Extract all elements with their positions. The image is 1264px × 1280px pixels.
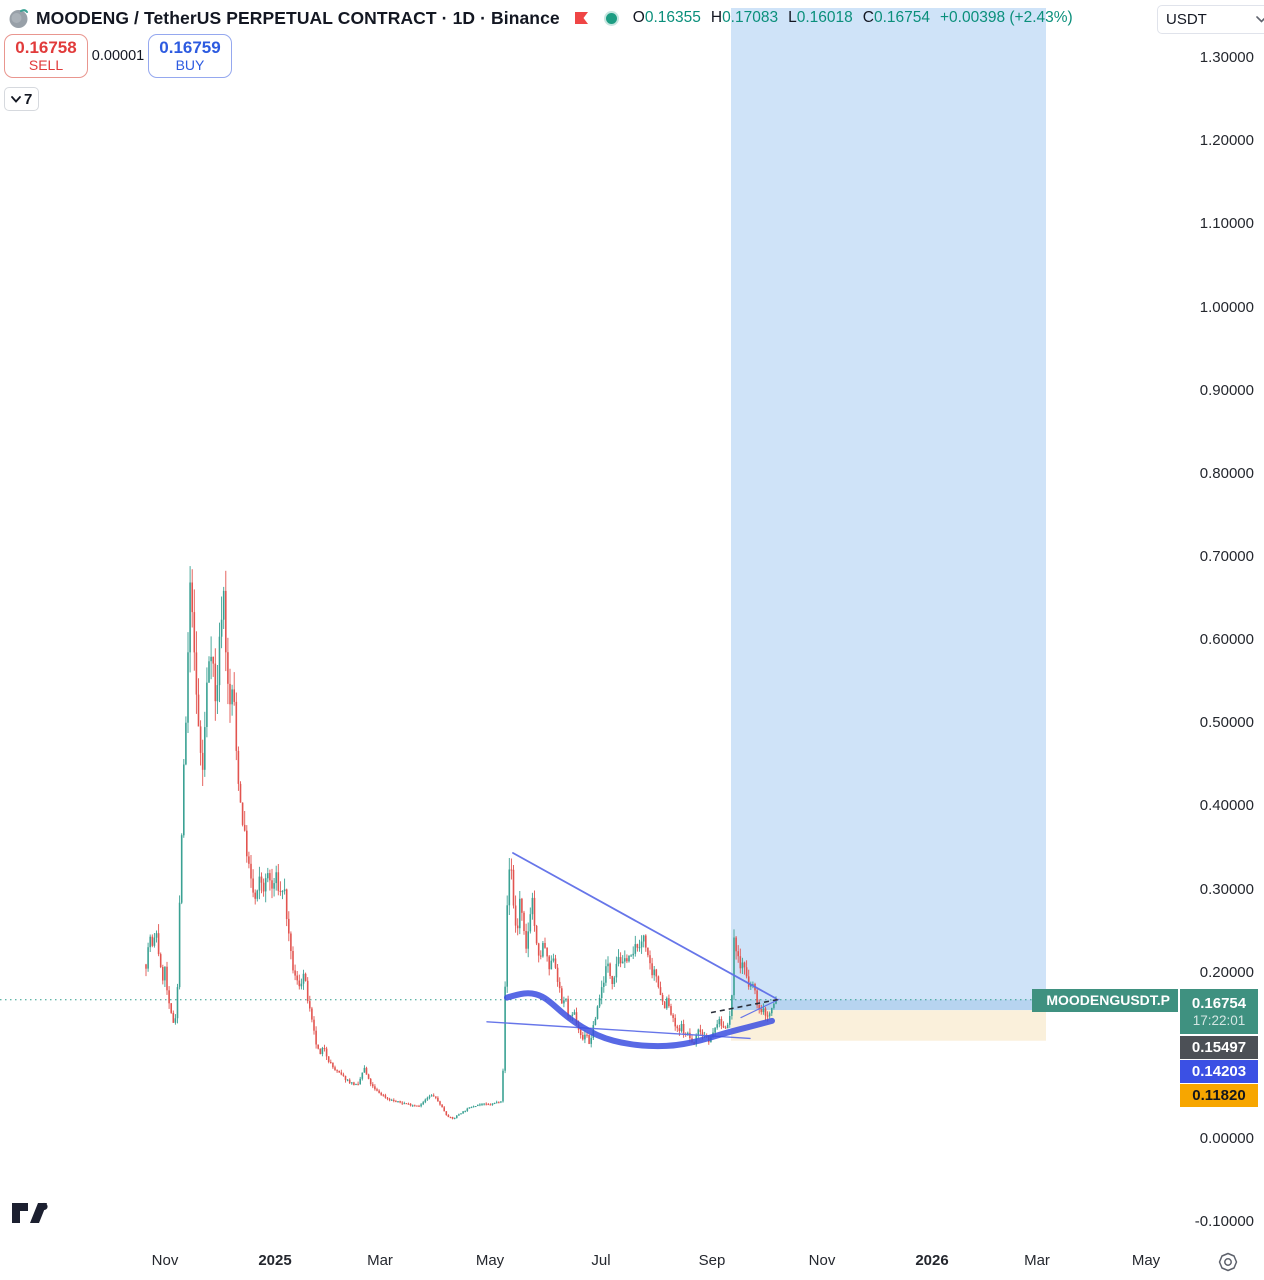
ohlc-readout: O0.16355 H0.17083 L0.16018 C0.16754 +0.0…: [633, 9, 1073, 27]
price-chart[interactable]: [0, 0, 1264, 1240]
change-readout: +0.00398 (+2.43%): [939, 9, 1073, 26]
projection-band: [731, 8, 1046, 1011]
entry-strip: [731, 999, 1046, 1011]
price-axis-tick: 0.00000: [1199, 1130, 1254, 1147]
price-axis-tick: 0.30000: [1199, 880, 1254, 898]
market-status-icon: [605, 12, 617, 24]
time-axis-tick: Sep: [698, 1252, 726, 1269]
sell-button[interactable]: 0.16758 SELL: [4, 34, 88, 78]
price-axis-tick: 0.50000: [1199, 714, 1254, 732]
symbol-header: MOODENG / TetherUS PERPETUAL CONTRACT · …: [8, 5, 1073, 31]
currency-dropdown[interactable]: USDT: [1157, 5, 1264, 34]
level-price-tag: 0.14203: [1180, 1060, 1258, 1083]
buy-button[interactable]: 0.16759 BUY: [148, 34, 232, 78]
flag-icon[interactable]: [574, 11, 590, 25]
currency-value: USDT: [1166, 11, 1207, 28]
time-axis-tick: Nov: [808, 1252, 836, 1269]
symbol-logo-icon: [8, 8, 29, 29]
buy-price: 0.16759: [159, 37, 221, 57]
price-axis-tick: 0.40000: [1199, 797, 1254, 815]
dashed-segment[interactable]: [710, 998, 780, 1014]
open-label: O: [632, 9, 645, 26]
buy-label: BUY: [175, 56, 205, 73]
level-price-tag: 0.15497: [1180, 1036, 1258, 1059]
price-axis-tick: 1.10000: [1199, 215, 1254, 233]
time-axis-tick: 2025: [258, 1252, 292, 1269]
bar-countdown: 17:22:01: [1192, 1013, 1246, 1028]
trade-panel: 0.16758 SELL 0.00001 0.16759 BUY: [4, 34, 232, 78]
timezone-settings-icon[interactable]: [1218, 1252, 1238, 1277]
symbol-title[interactable]: MOODENG / TetherUS PERPETUAL CONTRACT · …: [36, 7, 560, 28]
tradingview-logo-icon[interactable]: [10, 1199, 50, 1230]
high-value: 0.17083: [722, 9, 779, 26]
trendline-wedge-tip[interactable]: [740, 998, 780, 1019]
sell-label: SELL: [28, 56, 64, 73]
time-axis-tick: 2026: [915, 1252, 949, 1269]
price-axis-tick: 1.20000: [1199, 132, 1254, 150]
time-axis-tick: Jul: [591, 1252, 611, 1269]
price-axis-tick: 1.30000: [1199, 49, 1254, 67]
price-axis-tick: 1.00000: [1199, 298, 1254, 316]
close-value: 0.16754: [873, 9, 930, 26]
symbol-price-label: MOODENGUSDT.P: [1032, 989, 1178, 1012]
time-axis-tick: May: [475, 1252, 505, 1269]
trendline-descending-resistance[interactable]: [512, 852, 777, 1000]
price-axis-tick: -0.10000: [1194, 1213, 1254, 1231]
drawings-count-button[interactable]: 7: [4, 87, 40, 111]
time-axis-tick: Mar: [367, 1252, 393, 1269]
chevron-down-icon: [11, 95, 21, 103]
price-axis-tick: 0.60000: [1199, 631, 1254, 649]
trendline-lower-support[interactable]: [486, 1021, 751, 1040]
price-axis-tick: 0.70000: [1199, 547, 1254, 565]
last-price-tag: 0.16754 17:22:01: [1180, 989, 1258, 1034]
time-axis-tick: Nov: [151, 1252, 179, 1269]
price-axis-tick: 0.80000: [1199, 464, 1254, 482]
sell-price: 0.16758: [15, 37, 77, 57]
candles: [145, 566, 777, 1120]
drawn-curve[interactable]: [504, 990, 775, 1050]
close-label: C: [862, 9, 874, 26]
high-label: H: [710, 9, 723, 26]
drawings-count: 7: [24, 90, 33, 108]
price-axis-tick: 0.90000: [1199, 381, 1254, 399]
chevron-down-icon: [1256, 16, 1264, 23]
time-axis-tick: May: [1131, 1252, 1161, 1269]
price-axis-tick: 0.20000: [1199, 963, 1254, 981]
time-axis-tick: Mar: [1024, 1252, 1050, 1269]
low-label: L: [788, 9, 797, 26]
open-value: 0.16355: [644, 9, 701, 26]
spread-value: 0.00001: [91, 48, 145, 64]
low-value: 0.16018: [796, 9, 853, 26]
support-zone: [731, 1010, 1046, 1041]
level-price-tag: 0.11820: [1180, 1084, 1258, 1107]
